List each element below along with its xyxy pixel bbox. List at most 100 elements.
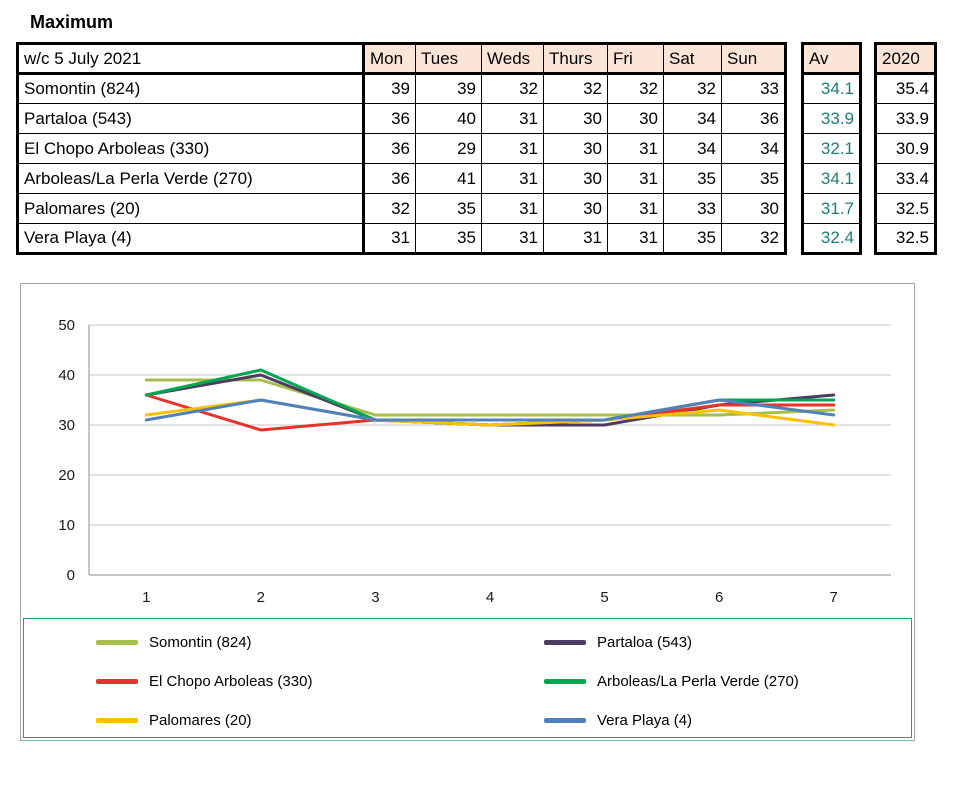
- location-name-cell[interactable]: El Chopo Arboleas (330): [17, 133, 365, 164]
- average-row: 32.4: [802, 223, 861, 254]
- day-header-mon[interactable]: Mon: [363, 43, 416, 75]
- day-value-cell[interactable]: 34: [663, 133, 722, 164]
- day-value-cell[interactable]: 31: [481, 223, 544, 254]
- day-value-cell[interactable]: 31: [481, 193, 544, 224]
- average-value-cell[interactable]: 31.7: [802, 193, 861, 224]
- year-2020-value-cell[interactable]: 30.9: [875, 133, 936, 164]
- day-value-cell[interactable]: 32: [663, 73, 722, 104]
- day-value-cell[interactable]: 32: [607, 73, 664, 104]
- day-value-cell[interactable]: 30: [543, 163, 608, 194]
- legend-line-swatch-icon: [544, 640, 586, 645]
- day-value-cell[interactable]: 33: [663, 193, 722, 224]
- day-value-cell[interactable]: 36: [363, 163, 416, 194]
- day-value-cell[interactable]: 31: [363, 223, 416, 254]
- day-value-cell[interactable]: 35: [415, 193, 482, 224]
- year-2020-value-cell[interactable]: 33.4: [875, 163, 936, 194]
- day-value-cell[interactable]: 34: [721, 133, 786, 164]
- day-value-cell[interactable]: 35: [415, 223, 482, 254]
- day-value-cell[interactable]: 31: [481, 103, 544, 134]
- y-axis-tick-label: 20: [58, 467, 75, 484]
- day-value-cell[interactable]: 31: [543, 223, 608, 254]
- day-value-cell[interactable]: 30: [607, 103, 664, 134]
- day-value-cell[interactable]: 39: [363, 73, 416, 104]
- year-2020-row: 32.5: [875, 193, 936, 224]
- x-axis-tick-label: 6: [715, 589, 723, 606]
- legend-label: Partaloa (543): [597, 634, 693, 651]
- year-2020-header-row: 2020: [875, 43, 936, 75]
- day-header-sat[interactable]: Sat: [663, 43, 722, 75]
- day-value-cell[interactable]: 35: [663, 223, 722, 254]
- year-2020-header-cell[interactable]: 2020: [875, 43, 936, 75]
- day-value-cell[interactable]: 31: [481, 133, 544, 164]
- legend-line-swatch-icon: [544, 718, 586, 723]
- day-value-cell[interactable]: 33: [721, 73, 786, 104]
- day-value-cell[interactable]: 31: [607, 193, 664, 224]
- day-value-cell[interactable]: 30: [543, 103, 608, 134]
- table-header-row: w/c 5 July 2021 Mon Tues Weds Thurs Fri Sat Su…: [17, 43, 786, 75]
- legend-line-swatch-icon: [544, 679, 586, 684]
- day-header-weds[interactable]: Weds: [481, 43, 544, 75]
- x-axis-tick-label: 5: [600, 589, 608, 606]
- day-value-cell[interactable]: 32: [481, 73, 544, 104]
- legend-line-swatch-icon: [96, 640, 138, 645]
- legend-item[interactable]: Somontin (824): [96, 633, 544, 652]
- legend-item[interactable]: El Chopo Arboleas (330): [96, 672, 544, 691]
- x-axis-tick-label: 4: [486, 589, 494, 606]
- day-header-thurs[interactable]: Thurs: [543, 43, 608, 75]
- day-header-tues[interactable]: Tues: [415, 43, 482, 75]
- y-axis-tick-label: 0: [67, 567, 75, 584]
- average-value-cell[interactable]: 32.1: [802, 133, 861, 164]
- table-row: Arboleas/La Perla Verde (270) 36 41 31 30 31 3…: [17, 163, 786, 194]
- year-2020-value-cell[interactable]: 32.5: [875, 193, 936, 224]
- day-value-cell[interactable]: 35: [721, 163, 786, 194]
- legend-item[interactable]: Vera Playa (4): [544, 711, 911, 730]
- day-value-cell[interactable]: 41: [415, 163, 482, 194]
- table-row: Vera Playa (4) 31 35 31 31 31 35 32: [17, 223, 786, 254]
- location-name-cell[interactable]: Vera Playa (4): [17, 223, 365, 254]
- average-value-cell[interactable]: 34.1: [802, 163, 861, 194]
- year-2020-value-cell[interactable]: 35.4: [875, 73, 936, 104]
- location-name-cell[interactable]: Partaloa (543): [17, 103, 365, 134]
- y-axis-tick-label: 30: [58, 417, 75, 434]
- weekly-max-table: w/c 5 July 2021 Mon Tues Weds Thurs Fri Sat Su…: [16, 42, 787, 255]
- average-row: 32.1: [802, 133, 861, 164]
- day-value-cell[interactable]: 35: [663, 163, 722, 194]
- legend-item[interactable]: Partaloa (543): [544, 633, 911, 652]
- day-value-cell[interactable]: 36: [721, 103, 786, 134]
- location-name-cell[interactable]: Arboleas/La Perla Verde (270): [17, 163, 365, 194]
- day-value-cell[interactable]: 32: [721, 223, 786, 254]
- average-value-cell[interactable]: 32.4: [802, 223, 861, 254]
- y-axis-tick-label: 10: [58, 517, 75, 534]
- day-value-cell[interactable]: 34: [663, 103, 722, 134]
- average-value-cell[interactable]: 34.1: [802, 73, 861, 104]
- day-value-cell[interactable]: 31: [607, 223, 664, 254]
- day-value-cell[interactable]: 32: [543, 73, 608, 104]
- day-value-cell[interactable]: 40: [415, 103, 482, 134]
- week-label-cell[interactable]: w/c 5 July 2021: [17, 43, 365, 75]
- day-value-cell[interactable]: 36: [363, 133, 416, 164]
- day-value-cell[interactable]: 31: [481, 163, 544, 194]
- average-header-cell[interactable]: Av: [802, 43, 861, 75]
- day-value-cell[interactable]: 30: [543, 133, 608, 164]
- year-2020-value-cell[interactable]: 32.5: [875, 223, 936, 254]
- day-value-cell[interactable]: 29: [415, 133, 482, 164]
- day-value-cell[interactable]: 30: [543, 193, 608, 224]
- year-2020-value-cell[interactable]: 33.9: [875, 103, 936, 134]
- day-value-cell[interactable]: 31: [607, 163, 664, 194]
- day-value-cell[interactable]: 32: [363, 193, 416, 224]
- x-axis-tick-label: 2: [257, 589, 265, 606]
- day-value-cell[interactable]: 31: [607, 133, 664, 164]
- day-header-sun[interactable]: Sun: [721, 43, 786, 75]
- legend-line-swatch-icon: [96, 718, 138, 723]
- location-name-cell[interactable]: Palomares (20): [17, 193, 365, 224]
- day-value-cell[interactable]: 30: [721, 193, 786, 224]
- average-value-cell[interactable]: 33.9: [802, 103, 861, 134]
- day-value-cell[interactable]: 39: [415, 73, 482, 104]
- location-name-cell[interactable]: Somontin (824): [17, 73, 365, 104]
- day-value-cell[interactable]: 36: [363, 103, 416, 134]
- y-axis-tick-label: 50: [58, 317, 75, 334]
- legend-item[interactable]: Palomares (20): [96, 711, 544, 730]
- legend-item[interactable]: Arboleas/La Perla Verde (270): [544, 672, 911, 691]
- day-header-fri[interactable]: Fri: [607, 43, 664, 75]
- page-title: Maximum: [30, 12, 114, 32]
